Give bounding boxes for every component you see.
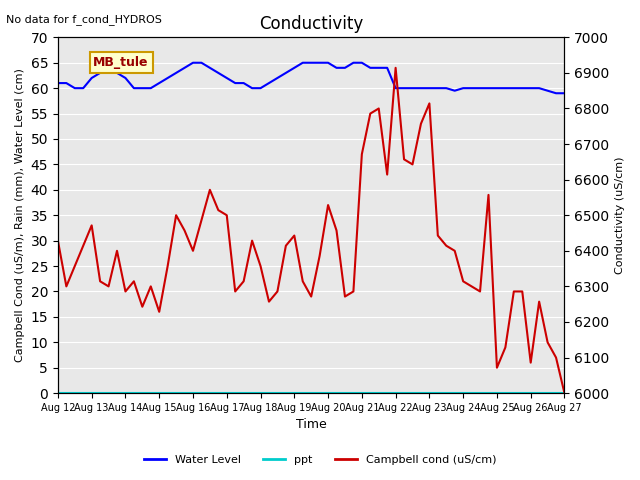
Title: Conductivity: Conductivity [259,15,364,33]
Text: No data for f_cond_HYDROS: No data for f_cond_HYDROS [6,14,163,25]
Y-axis label: Conductivity (uS/cm): Conductivity (uS/cm) [615,156,625,274]
X-axis label: Time: Time [296,419,326,432]
Legend: Water Level, ppt, Campbell cond (uS/cm): Water Level, ppt, Campbell cond (uS/cm) [140,451,500,469]
Text: MB_tule: MB_tule [93,56,149,69]
Y-axis label: Campbell Cond (uS/m), Rain (mm), Water Level (cm): Campbell Cond (uS/m), Rain (mm), Water L… [15,68,25,362]
